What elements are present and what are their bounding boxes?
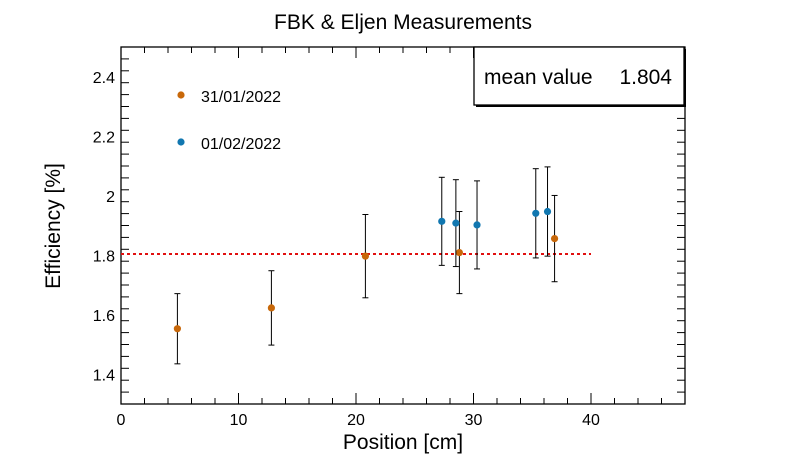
x-tick-label: 0	[117, 412, 126, 429]
legend-marker-series-1	[177, 91, 185, 99]
stats-box-value: 1.804	[619, 66, 672, 89]
data-point-series-1	[267, 304, 275, 312]
y-tick-label: 1.6	[93, 308, 115, 325]
stats-box-label: mean value	[484, 66, 593, 89]
x-tick-label: 40	[582, 412, 600, 429]
data-point-series-2	[473, 221, 481, 229]
data-point-series-1	[361, 252, 369, 260]
y-tick-label: 1.4	[93, 367, 115, 384]
x-axis-label: Position [cm]	[343, 431, 463, 454]
stats-box-frame	[473, 46, 685, 106]
data-point-series-2	[543, 207, 552, 216]
y-tick-labels: 1.4 1.6 1.8 2 2.2 2.4	[93, 70, 115, 385]
y-axis-label: Efficiency [%]	[42, 163, 65, 289]
data-points	[173, 166, 559, 365]
x-tick-label: 10	[230, 412, 248, 429]
chart-title: FBK & Eljen Measurements	[274, 11, 532, 34]
y-tick-label: 2	[106, 189, 115, 206]
data-point-series-2	[532, 209, 540, 217]
legend-label-series-1: 31/01/2022	[201, 89, 281, 106]
x-tick-labels: 0 10 20 30 40	[117, 412, 600, 429]
y-tick-label: 1.8	[93, 248, 115, 265]
stats-box: mean value 1.804	[473, 46, 686, 107]
data-point-series-1	[550, 234, 559, 243]
data-point-series-1	[173, 325, 181, 333]
legend: 31/01/2022 01/02/2022	[177, 89, 281, 153]
x-tick-label: 20	[347, 412, 365, 429]
legend-marker-series-2	[177, 138, 185, 146]
data-point-series-1	[455, 248, 463, 257]
data-point-series-2	[452, 219, 460, 227]
x-tick-label: 30	[465, 412, 483, 429]
legend-label-series-2: 01/02/2022	[201, 136, 281, 153]
y-tick-label: 2.4	[93, 70, 115, 87]
y-tick-label: 2.2	[93, 129, 115, 146]
data-point-series-2	[438, 217, 446, 225]
